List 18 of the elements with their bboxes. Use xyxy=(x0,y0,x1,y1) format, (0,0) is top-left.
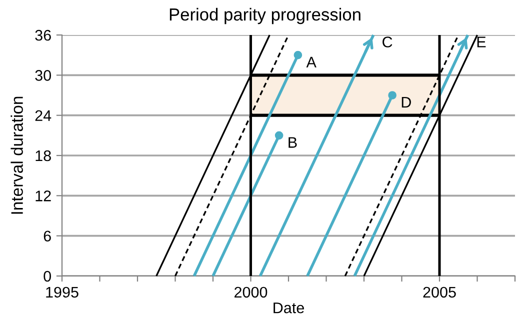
y-axis-title: Interval duration xyxy=(10,96,23,214)
x-tick-label: 2005 xyxy=(423,286,456,298)
y-tick-label: 30 xyxy=(35,70,51,81)
y-tick-label: 24 xyxy=(35,110,52,121)
chart-title: Period parity progression xyxy=(170,8,360,24)
annotation: A xyxy=(306,56,316,68)
x-tick-label: 1995 xyxy=(46,286,78,298)
annotation: C xyxy=(382,36,392,48)
y-tick-label: 6 xyxy=(44,230,51,242)
x-tick-label: 2000 xyxy=(234,286,268,298)
annotation: D xyxy=(402,97,411,108)
annotation: B xyxy=(288,137,297,148)
annotation: E xyxy=(477,36,486,48)
y-tick-label: 36 xyxy=(35,30,51,41)
y-tick-label: 0 xyxy=(44,270,51,282)
y-tick-label: 18 xyxy=(36,150,51,162)
y-tick-label: 12 xyxy=(36,190,51,202)
x-axis-title: Date xyxy=(274,302,304,314)
